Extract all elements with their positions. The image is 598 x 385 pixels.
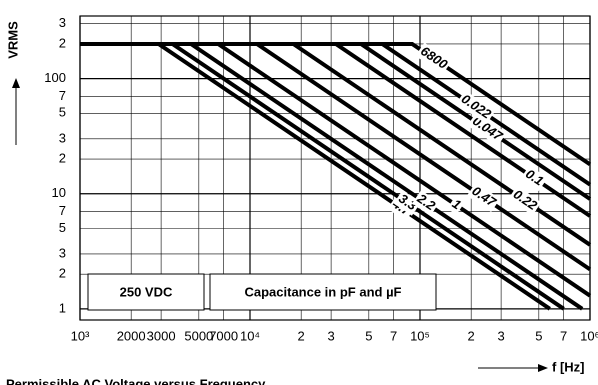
x-axis-label: f [Hz] — [552, 359, 585, 374]
curve-label-bg — [520, 165, 548, 192]
note: Capacitance in pF and µF — [244, 284, 401, 299]
y-arrow-head — [12, 78, 20, 88]
x-tick-label: 5 — [535, 328, 542, 343]
x-tick-label: 2 — [468, 328, 475, 343]
curve-label-bg — [393, 190, 421, 216]
x-tick-label: 7 — [390, 328, 397, 343]
y-tick-label: 2 — [59, 266, 66, 281]
x-tick-label: 5 — [365, 328, 372, 343]
curve — [80, 42, 592, 167]
x-tick-label: 3 — [497, 328, 504, 343]
x-tick-label: 10³ — [71, 328, 90, 343]
y-axis-label: VRMS — [5, 21, 20, 59]
curve-label-bg — [508, 185, 542, 216]
y-tick-label: 1 — [59, 300, 66, 315]
curve-label-group: 2.2 — [412, 190, 440, 216]
y-tick-label: 5 — [59, 105, 66, 120]
x-tick-label: 5000 — [184, 328, 213, 343]
x-tick-label: 10⁴ — [240, 328, 260, 343]
curve-label-bg — [466, 182, 501, 213]
y-tick-label: 7 — [59, 203, 66, 218]
x-tick-label: 2000 — [117, 328, 146, 343]
caption: Permissible AC Voltage versus Frequency — [6, 376, 266, 385]
y-tick-label: 5 — [59, 220, 66, 235]
curve-label-bg — [412, 190, 440, 216]
curve-label-group: 0.1 — [520, 165, 548, 192]
x-tick-label: 7000 — [209, 328, 238, 343]
y-tick-label: 100 — [44, 70, 66, 85]
x-tick-label: 10⁶ — [580, 328, 598, 343]
y-tick-label: 2 — [59, 151, 66, 166]
curve-label-bg — [456, 90, 496, 125]
y-tick-label: 3 — [59, 245, 66, 260]
note: 250 VDC — [120, 284, 173, 299]
curve-label-bg — [447, 195, 466, 215]
y-tick-label: 10 — [52, 185, 66, 200]
note-box — [209, 273, 437, 311]
y-tick-label: 7 — [59, 88, 66, 103]
curve-label-bg — [467, 112, 507, 147]
x-arrow-head — [538, 364, 548, 372]
x-tick-label: 10⁵ — [410, 328, 430, 343]
x-tick-label: 3 — [327, 328, 334, 343]
note-box — [87, 273, 205, 311]
y-tick-label: 2 — [59, 35, 66, 50]
curve-label-bg — [415, 42, 452, 75]
x-tick-label: 2 — [298, 328, 305, 343]
y-tick-label: 3 — [59, 15, 66, 30]
x-tick-label: 7 — [560, 328, 567, 343]
x-tick-label: 3000 — [147, 328, 176, 343]
curve-label-group: 1 — [447, 195, 466, 215]
y-tick-label: 3 — [59, 130, 66, 145]
